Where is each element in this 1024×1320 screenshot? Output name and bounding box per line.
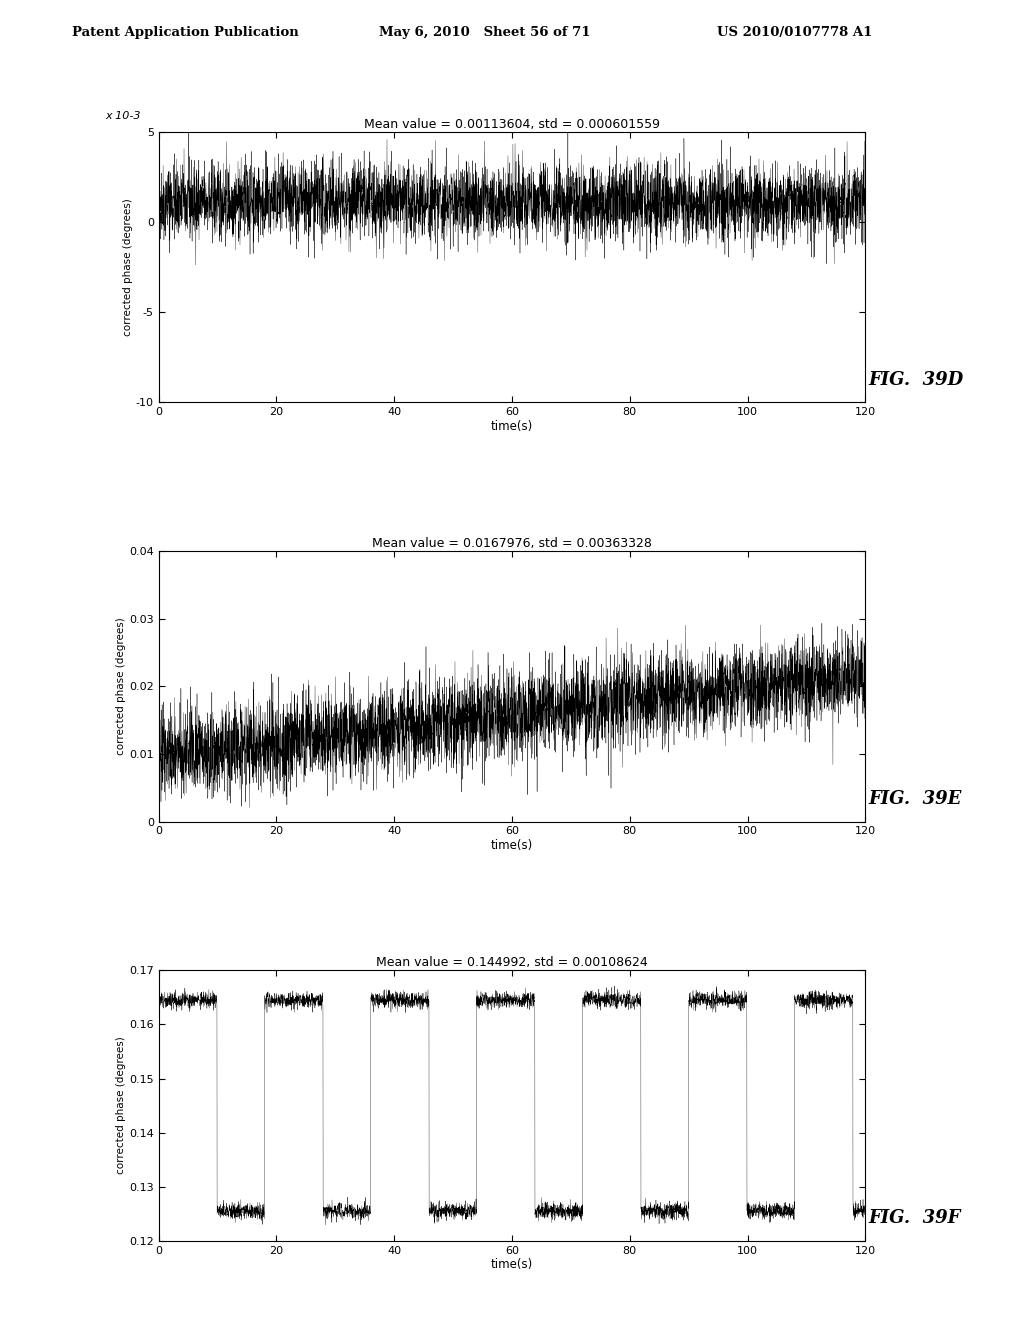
Title: Mean value = 0.00113604, std = 0.000601559: Mean value = 0.00113604, std = 0.0006015… bbox=[364, 117, 660, 131]
Text: US 2010/0107778 A1: US 2010/0107778 A1 bbox=[717, 26, 872, 40]
X-axis label: time(s): time(s) bbox=[490, 840, 534, 853]
Y-axis label: corrected phase (degrees): corrected phase (degrees) bbox=[123, 198, 133, 337]
Text: FIG.  39D: FIG. 39D bbox=[868, 371, 964, 389]
Text: FIG.  39E: FIG. 39E bbox=[868, 791, 962, 808]
Text: x 10-3: x 10-3 bbox=[105, 111, 141, 121]
Text: May 6, 2010   Sheet 56 of 71: May 6, 2010 Sheet 56 of 71 bbox=[379, 26, 591, 40]
Text: FIG.  39F: FIG. 39F bbox=[868, 1209, 961, 1228]
Title: Mean value = 0.0167976, std = 0.00363328: Mean value = 0.0167976, std = 0.00363328 bbox=[372, 537, 652, 550]
X-axis label: time(s): time(s) bbox=[490, 420, 534, 433]
Y-axis label: corrected phase (degrees): corrected phase (degrees) bbox=[117, 618, 126, 755]
Text: Patent Application Publication: Patent Application Publication bbox=[72, 26, 298, 40]
Y-axis label: corrected phase (degrees): corrected phase (degrees) bbox=[117, 1036, 126, 1175]
X-axis label: time(s): time(s) bbox=[490, 1258, 534, 1271]
Title: Mean value = 0.144992, std = 0.00108624: Mean value = 0.144992, std = 0.00108624 bbox=[376, 956, 648, 969]
